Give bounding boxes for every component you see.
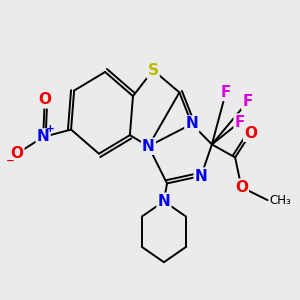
Text: O: O bbox=[244, 126, 257, 141]
Text: N: N bbox=[195, 169, 208, 184]
Text: N: N bbox=[158, 194, 170, 209]
Text: N: N bbox=[185, 116, 198, 131]
Text: O: O bbox=[11, 146, 23, 161]
Text: CH₃: CH₃ bbox=[269, 194, 291, 207]
Text: +: + bbox=[46, 124, 54, 134]
Text: F: F bbox=[242, 94, 253, 109]
Text: N: N bbox=[142, 139, 155, 154]
Text: −: − bbox=[6, 156, 15, 166]
Text: S: S bbox=[148, 63, 159, 78]
Text: N: N bbox=[37, 130, 50, 145]
Text: O: O bbox=[38, 92, 51, 107]
Text: F: F bbox=[221, 85, 231, 100]
Text: O: O bbox=[235, 180, 248, 195]
Text: F: F bbox=[235, 115, 245, 130]
